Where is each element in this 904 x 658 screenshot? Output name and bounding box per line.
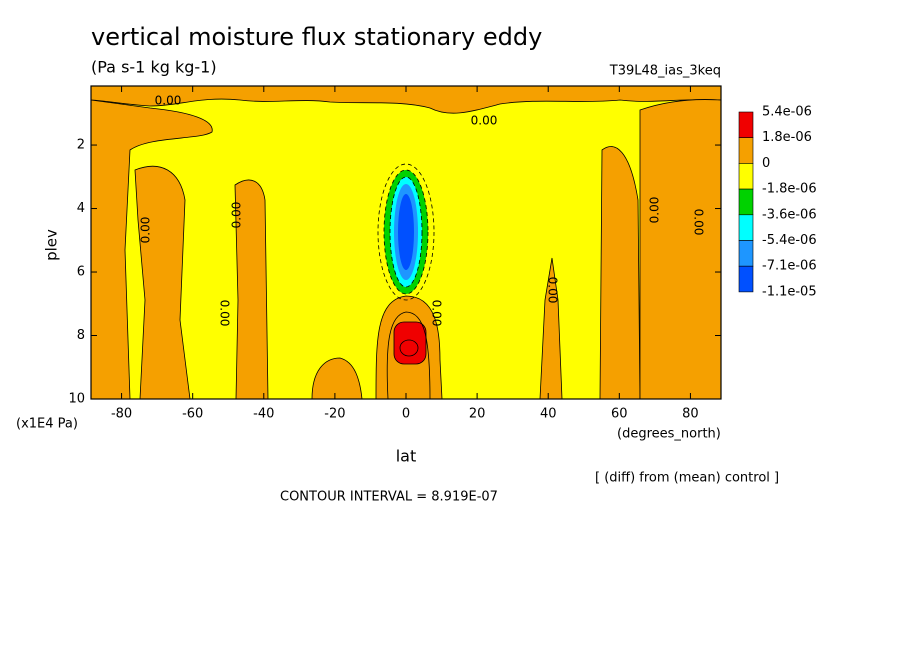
contour-label: 0.00: [230, 202, 244, 229]
contour-label: 0.00: [648, 197, 662, 224]
x-tick-label: 60: [611, 407, 628, 422]
contour-label: 0.00: [218, 300, 232, 327]
neg-region: [398, 194, 414, 270]
y-units: (x1E4 Pa): [16, 417, 78, 432]
colorbar-box: [738, 214, 754, 241]
x-tick-label: -20: [324, 407, 345, 422]
colorbar-label: -1.8e-06: [762, 182, 817, 197]
max-region: [393, 321, 427, 365]
contour-label: 0.00: [546, 277, 560, 304]
colorbar-label: -7.1e-06: [762, 259, 817, 274]
x-units: (degrees_north): [617, 427, 721, 442]
field: [90, 85, 722, 400]
contour-label: 0.00: [430, 300, 444, 327]
colorbar-box: [738, 240, 754, 267]
run-label: T39L48_ias_3keq: [609, 64, 721, 79]
contour: [399, 339, 419, 357]
contour-label: 0.00: [139, 217, 153, 244]
colorbar-label: -1.1e-05: [762, 284, 817, 299]
contour: [383, 169, 429, 295]
x-tick-label: 20: [469, 407, 486, 422]
colorbar-box: [738, 163, 754, 190]
y-axis-label: plev: [43, 229, 61, 261]
colorbar-label: -3.6e-06: [762, 207, 817, 222]
colorbar-box: [738, 188, 754, 216]
contour-label: 0.00: [155, 94, 182, 108]
x-tick-label: -60: [182, 407, 203, 422]
contour: [377, 163, 435, 301]
contour: [386, 311, 431, 400]
subtitle: (Pa s-1 kg kg-1): [91, 58, 217, 77]
colorbar-label: -5.4e-06: [762, 233, 817, 248]
chart-title: vertical moisture flux stationary eddy: [91, 23, 542, 51]
y-tick-label: 10: [68, 392, 85, 407]
colorbar-box: [738, 137, 754, 164]
x-tick-label: 40: [540, 407, 557, 422]
colorbar-label: 5.4e-06: [762, 105, 812, 120]
x-tick-label: -80: [111, 407, 132, 422]
colorbar-box: [738, 265, 754, 293]
x-axis-label: lat: [396, 447, 417, 466]
y-tick-label: 6: [77, 265, 85, 280]
colorbar-label: 1.8e-06: [762, 130, 812, 145]
x-tick-label: -40: [253, 407, 274, 422]
contour-interval: CONTOUR INTERVAL = 8.919E-07: [280, 490, 498, 505]
positive-regions: [90, 85, 722, 400]
contour: [389, 176, 423, 288]
contour-label: 0.00: [471, 114, 498, 128]
y-tick-label: 2: [77, 138, 85, 153]
y-tick-label: 8: [77, 328, 85, 343]
colorbar-box: [738, 111, 754, 139]
colorbar-label: 0: [762, 156, 770, 171]
x-tick-label: 80: [682, 407, 699, 422]
x-tick-label: 0: [402, 407, 410, 422]
contour-label: 0.00: [692, 209, 706, 236]
note: [ (diff) from (mean) control ]: [595, 471, 779, 486]
y-tick-label: 4: [77, 201, 85, 216]
